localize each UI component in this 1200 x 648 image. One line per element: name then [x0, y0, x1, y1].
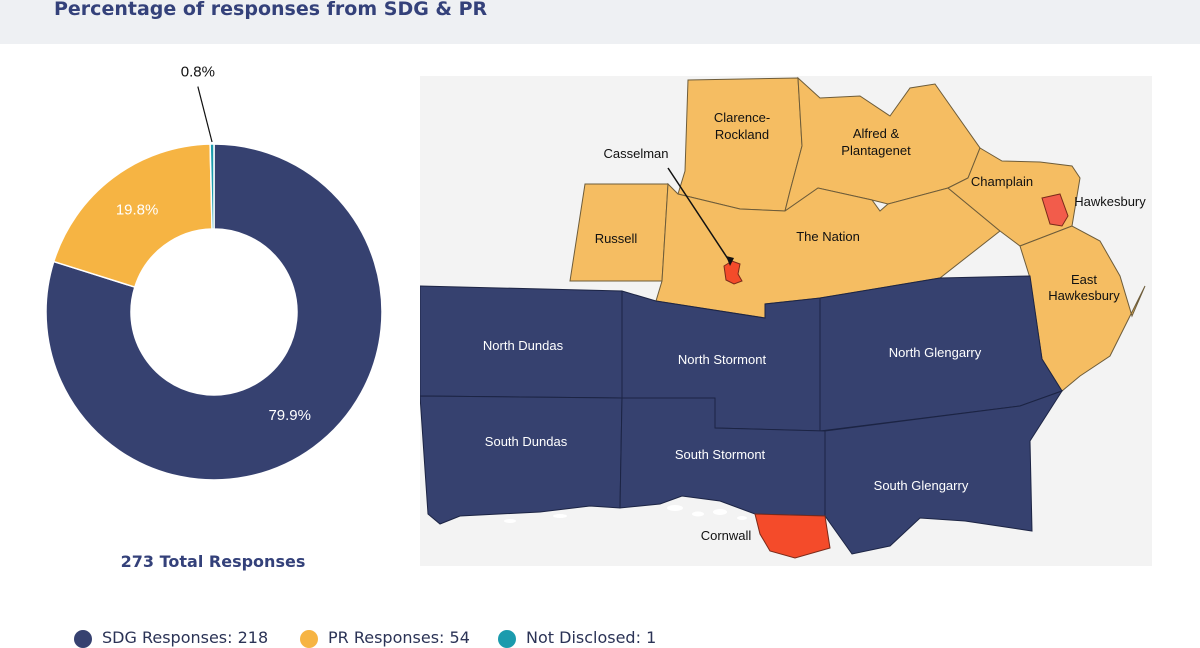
casselman-arrow: [667, 167, 731, 263]
legend-dot-not-disclosed: [498, 629, 516, 648]
slice-label-sdg: 79.9%: [268, 407, 311, 424]
region-south-glengarry: [824, 390, 1064, 555]
label-south-stormont: South Stormont: [675, 447, 766, 462]
slice-label-pr: 19.8%: [116, 202, 159, 219]
legend-dot-sdg: [74, 629, 92, 648]
legend-label-pr: PR Responses: 54: [328, 628, 470, 647]
region-hawkesbury: [1041, 193, 1069, 227]
slice-label-not-disclosed: 0.8%: [181, 64, 215, 81]
legend-item-not-disclosed[interactable]: Not Disclosed: 1: [498, 628, 656, 648]
label-alfred-plantagenet-2: Plantagenet: [841, 143, 911, 158]
region-north-glengarry: [819, 275, 1063, 432]
label-east-hawkesbury-1: East: [1071, 272, 1097, 287]
label-champlain: Champlain: [971, 174, 1033, 189]
legend-item-pr[interactable]: PR Responses: 54: [300, 628, 470, 648]
label-north-dundas: North Dundas: [483, 338, 564, 353]
page-title: Percentage of responses from SDG & PR: [54, 0, 488, 20]
legend-item-sdg[interactable]: SDG Responses: 218: [74, 628, 268, 648]
label-clarence-rockland-2: Rockland: [715, 127, 769, 142]
label-east-hawkesbury-2: Hawkesbury: [1048, 288, 1120, 303]
region-clarence-rockland: [677, 77, 803, 212]
label-alfred-plantagenet-1: Alfred &: [853, 126, 900, 141]
slice-not-disclosed[interactable]: [209, 143, 215, 230]
casselman-arrowhead: [726, 256, 734, 266]
label-north-stormont: North Stormont: [678, 352, 767, 367]
label-cornwall: Cornwall: [701, 528, 752, 543]
legend-label-sdg: SDG Responses: 218: [102, 628, 269, 647]
label-south-glengarry: South Glengarry: [874, 478, 969, 493]
label-russell: Russell: [595, 231, 638, 246]
region-map: Clarence- Rockland Alfred & Plantagenet …: [420, 76, 1152, 566]
header-bar: Percentage of responses from SDG & PR: [0, 0, 1200, 44]
slice-leader-not-disclosed: [197, 86, 213, 143]
region-casselman: [723, 260, 743, 285]
label-casselman: Casselman: [603, 146, 668, 161]
label-the-nation: The Nation: [796, 229, 860, 244]
region-south-dundas: [420, 395, 623, 525]
total-responses-label: 273 Total Responses: [120, 552, 306, 571]
label-hawkesbury: Hawkesbury: [1074, 194, 1146, 209]
label-clarence-rockland-1: Clarence-: [714, 110, 770, 125]
legend-label-not-disclosed: Not Disclosed: 1: [526, 628, 657, 647]
legend-dot-pr: [300, 629, 318, 648]
region-cornwall: [754, 513, 831, 559]
river-islands: [504, 505, 747, 523]
label-north-glengarry: North Glengarry: [889, 345, 982, 360]
donut-chart: 79.9% 19.8% 0.8%: [45, 64, 383, 481]
slice-pr[interactable]: [52, 143, 213, 289]
slice-sdg[interactable]: [45, 143, 383, 481]
label-south-dundas: South Dundas: [485, 434, 568, 449]
